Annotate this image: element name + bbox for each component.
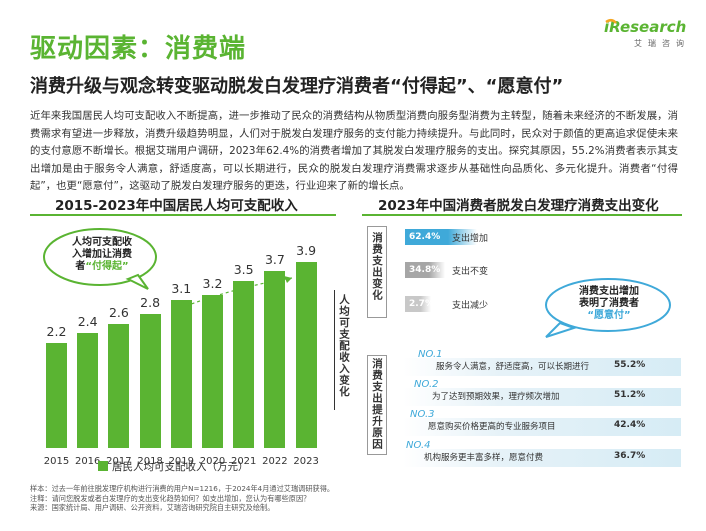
- income-x-label-2023: 2023: [293, 456, 319, 467]
- income-x-label-2017: 2017: [106, 456, 132, 467]
- income-bar-value-2022: 3.7: [264, 252, 285, 268]
- reason-value-2: 51.2%: [614, 390, 646, 400]
- income-bar-value-2017: 2.6: [108, 304, 129, 320]
- reason-text-2: 为了达到预期效果，理疗频次增加: [432, 392, 560, 402]
- page-subtitle: 消费升级与观念转变驱动脱发白发理疗消费者“付得起”、“愿意付”: [30, 76, 564, 97]
- reason-row-3: [403, 418, 681, 436]
- income-x-label-2019: 2019: [168, 456, 195, 467]
- income-bar-value-2016: 2.4: [77, 314, 98, 330]
- income-x-label-2018: 2018: [137, 456, 163, 467]
- reason-value-1: 55.2%: [614, 360, 646, 370]
- reason-value-3: 42.4%: [614, 420, 646, 430]
- income-x-label-2016: 2016: [74, 456, 101, 467]
- income-bar-value-2023: 3.9: [296, 242, 317, 258]
- left-side-label: 人均可支配收入变化: [338, 294, 350, 398]
- income-x-label-2022: 2022: [262, 456, 288, 467]
- reason-text-3: 愿意购买价格更高的专业服务项目: [428, 422, 556, 432]
- income-bar-2019: [170, 300, 192, 448]
- spend-change-bar-0: 62.4%: [405, 229, 477, 245]
- income-bar-2015: [46, 343, 67, 448]
- income-bar-2022: [264, 271, 286, 448]
- right-bubble-shape: [545, 278, 671, 338]
- reason-rank-2: NO.2: [414, 379, 439, 390]
- income-bar-2023: [295, 261, 317, 448]
- reason-label-box: [367, 355, 387, 455]
- left-chart-title-underline: [30, 214, 336, 216]
- left-chart-title: 2015-2023年中国居民人均可支配收入: [55, 198, 298, 214]
- left-bubble-shape: [43, 228, 157, 290]
- income-bar-chart: 2.2 2015 2.4 2016 2.6 2017 2.8 2018 3.1 2019 3.2 20…: [30, 216, 330, 481]
- logo-text: iResearch: [604, 18, 687, 36]
- logo-mark-icon: [605, 19, 617, 24]
- right-bubble-text: 消费支出增加 表明了消费者 “愿意付”: [579, 286, 639, 321]
- reason-row-2: [403, 388, 681, 406]
- reason-value-4: 36.7%: [614, 451, 646, 461]
- income-bar-value-2021: 3.5: [233, 261, 254, 277]
- legend-swatch: [98, 461, 108, 471]
- page-title: 驱动因素：消费端: [30, 34, 247, 64]
- income-x-label-2021: 2021: [230, 456, 257, 467]
- reason-row-4: [403, 449, 681, 467]
- spend-change-bar-2: 2.7%: [405, 296, 434, 312]
- footnote-source: 来源：国家统计局、用户调研、公开资料，艾瑞咨询研究院自主研究及绘制。: [30, 503, 275, 512]
- income-bar-value-2015: 2.2: [46, 324, 67, 339]
- reason-row-1: [403, 358, 681, 376]
- spend-change-label-box: [367, 226, 387, 318]
- spend-change-label-0: 支出增加: [452, 234, 489, 244]
- spend-change-label-2: 支出减少: [452, 301, 489, 311]
- intro-paragraph: 近年来我国居民人均可支配收入不断提高，进一步推动了民众的消费结构从物质型消费向服…: [30, 110, 678, 192]
- reason-rank-3: NO.3: [410, 409, 435, 420]
- reason-text-4: 机构服务更丰富多样，愿意付费: [424, 453, 544, 463]
- spend-change-label-1: 支出不变: [452, 267, 489, 277]
- footnote-sample: 样本：过去一年前往脱发理疗机构进行消费的用户N=1216，于2024年4月通过艾…: [30, 484, 335, 493]
- income-x-label-2015: 2015: [43, 456, 70, 467]
- iresearch-logo: iResearch 艾瑞咨询: [604, 18, 692, 58]
- reason-text-1: 服务令人满意，舒适度高，可以长期进行: [436, 362, 590, 372]
- spend-change-bar-1: 34.8%: [405, 262, 446, 278]
- income-bar-2020: [202, 295, 223, 448]
- left-bubble-text: 人均可支配收 入增加让消费 者“付得起”: [72, 237, 132, 272]
- right-chart-title: 2023年中国消费者脱发白发理疗消费支出变化: [378, 198, 659, 214]
- spend-change-label: 消费支出变化: [371, 232, 383, 301]
- footnotes: 样本：过去一年前往脱发理疗机构进行消费的用户N=1216，于2024年4月通过艾…: [30, 484, 680, 513]
- reason-rank-4: NO.4: [406, 440, 431, 451]
- income-bar-value-2020: 3.2: [202, 276, 223, 292]
- logo-subtext: 艾瑞咨询: [634, 39, 690, 48]
- reason-label: 消费支出提升原因: [371, 358, 383, 450]
- income-bar-value-2018: 2.8: [140, 295, 161, 311]
- income-bar-value-2019: 3.1: [171, 281, 192, 297]
- income-x-label-2020: 2020: [199, 456, 226, 467]
- reason-rank-1: NO.1: [418, 349, 443, 360]
- income-trend-arrow: [179, 276, 293, 309]
- left-side-bracket: [334, 290, 348, 410]
- legend-label: 居民人均可支配收入（万元）: [112, 461, 249, 473]
- income-bar-2021: [233, 280, 255, 448]
- footnote-note: 注释：请问您脱发或者白发理疗的支出变化趋势如何？如支出增加，您认为有哪些原因？: [30, 493, 311, 503]
- income-bar-2017: [108, 323, 130, 448]
- right-chart-title-underline: [362, 214, 682, 216]
- income-bar-2018: [139, 314, 161, 448]
- income-bar-2016: [77, 333, 99, 448]
